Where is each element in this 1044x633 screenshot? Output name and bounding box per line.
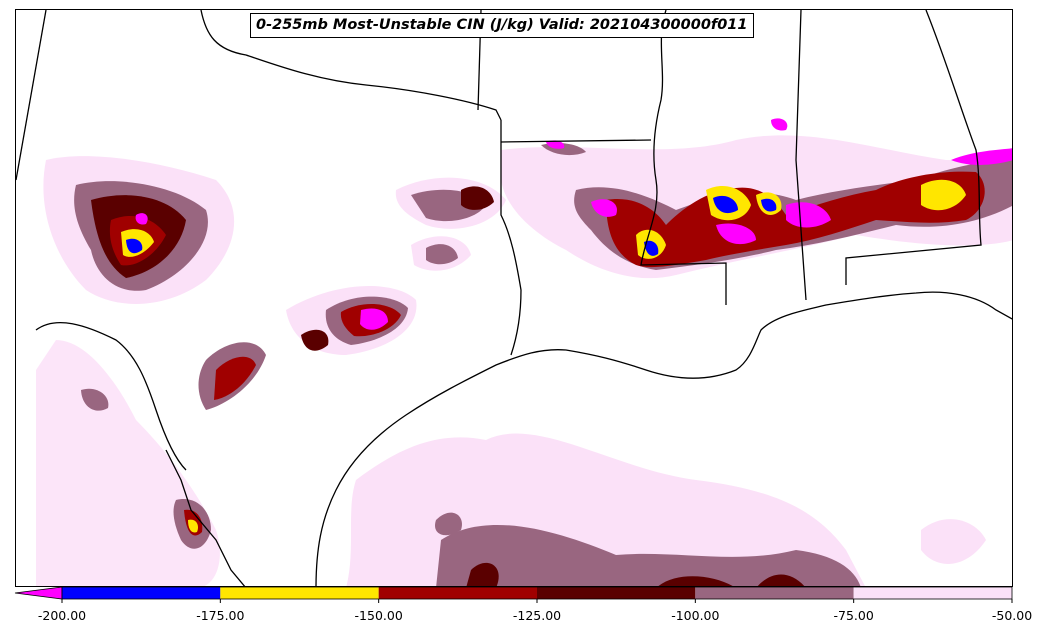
- colorbar-tick-label: -150.00: [354, 608, 403, 623]
- map-canvas: [16, 10, 1012, 586]
- texas-west-boundary: [35, 322, 187, 471]
- map-boundaries: [16, 10, 1012, 586]
- colorbar-tick-label: -75.00: [833, 608, 874, 623]
- gulf-states-cin-field: [501, 118, 1012, 279]
- coastline: [315, 291, 1012, 586]
- colorbar-bins: [14, 586, 1013, 603]
- south-texas-cin-field: [36, 340, 220, 586]
- colorbar-tick-label: -50.00: [991, 608, 1033, 623]
- colorbar-tick-label: -175.00: [196, 608, 245, 623]
- colorbar-bin-3: [537, 587, 696, 599]
- texas-red-river: [200, 10, 502, 121]
- texas-louisiana-line: [500, 120, 522, 356]
- colorbar: [14, 586, 1013, 603]
- mississippi-river: [640, 10, 727, 305]
- central-texas-cin-field: [198, 177, 506, 410]
- colorbar-bin-1: [220, 587, 379, 599]
- mexico-border: [165, 449, 246, 586]
- west-texas-cin-field: [43, 156, 235, 304]
- nm-line: [16, 10, 47, 181]
- colorbar-bin-4: [695, 587, 854, 599]
- colorbar-bin-2: [378, 587, 537, 599]
- colorbar-tick-label: -200.00: [37, 608, 87, 623]
- alabama-georgia-line: [845, 10, 982, 285]
- colorbar-bin-0: [62, 587, 221, 599]
- colorbar-extend-triangle: [14, 586, 63, 600]
- arkansas-south-line: [500, 139, 652, 143]
- colorbar-tick-label: -100.00: [671, 608, 720, 623]
- colorbar-bin-5: [853, 587, 1012, 599]
- miss-alabama-line: [795, 10, 807, 301]
- map-title: 0-255mb Most-Unstable CIN (J/kg) Valid: …: [250, 13, 754, 38]
- map-panel: [15, 9, 1013, 587]
- colorbar-tick-label: -125.00: [512, 608, 562, 623]
- gulf-cin-field: [346, 433, 986, 586]
